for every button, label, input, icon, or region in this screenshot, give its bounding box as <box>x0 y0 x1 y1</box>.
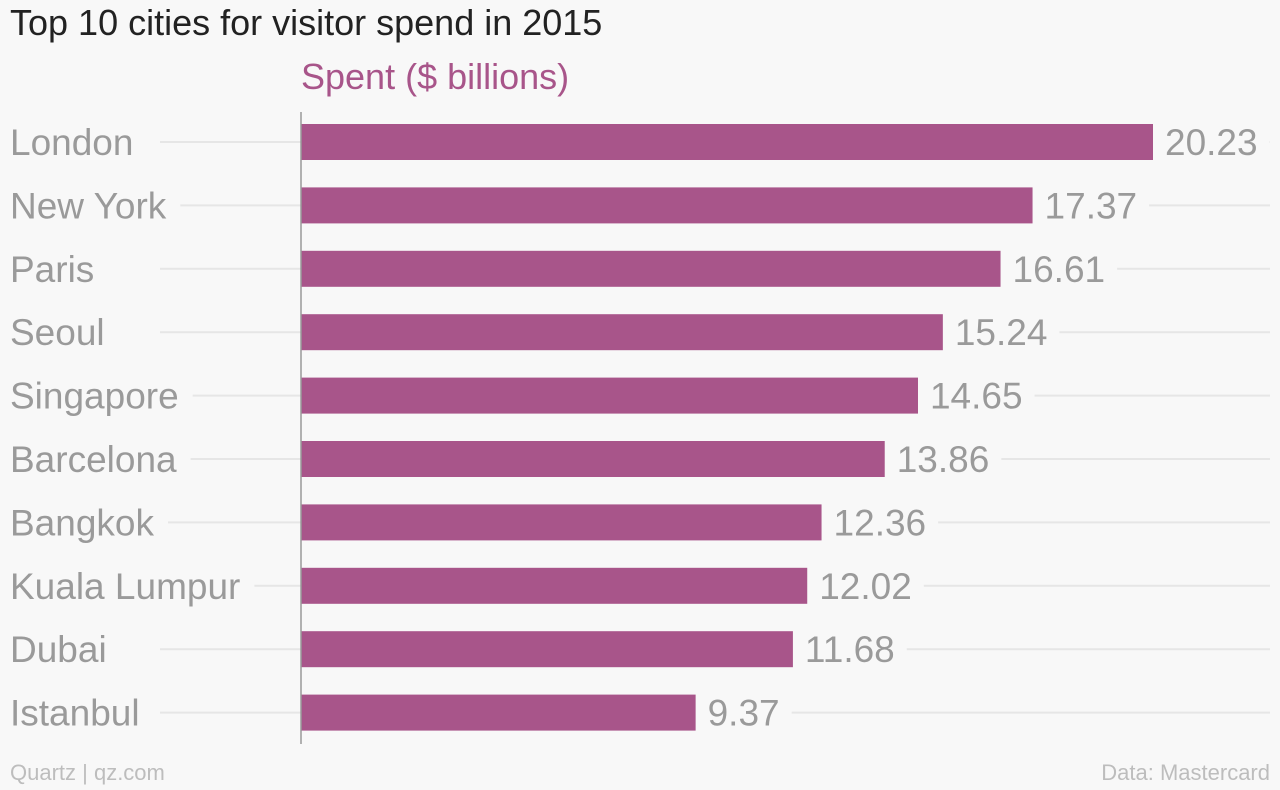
category-label: Istanbul <box>10 693 140 734</box>
bar <box>301 187 1033 224</box>
category-label: Barcelona <box>10 439 177 480</box>
bar <box>301 314 943 351</box>
category-label: Seoul <box>10 312 105 353</box>
bar <box>301 250 1001 287</box>
value-label: 16.61 <box>1013 249 1106 290</box>
value-label: 13.86 <box>897 439 990 480</box>
data-source: Data: Mastercard <box>1101 760 1270 785</box>
bar <box>301 124 1153 160</box>
bar <box>301 567 808 604</box>
bar <box>301 694 696 731</box>
value-label: 15.24 <box>955 312 1048 353</box>
value-label: 11.68 <box>805 629 895 670</box>
category-label: Dubai <box>10 629 107 670</box>
category-label: Singapore <box>10 376 179 417</box>
category-label: New York <box>10 185 167 226</box>
value-label: 20.23 <box>1165 122 1258 163</box>
value-label: 12.36 <box>834 502 927 543</box>
category-label: London <box>10 122 133 163</box>
source-credit: Quartz | qz.com <box>10 760 165 785</box>
series-label: Spent ($ billions) <box>301 56 570 97</box>
category-label: Paris <box>10 249 94 290</box>
value-label: 17.37 <box>1045 185 1138 226</box>
value-label: 12.02 <box>819 566 912 607</box>
bar <box>301 504 822 541</box>
bar <box>301 377 918 414</box>
bar <box>301 631 793 668</box>
category-label: Kuala Lumpur <box>10 566 240 607</box>
value-label: 14.65 <box>930 376 1023 417</box>
value-label: 9.37 <box>708 693 780 734</box>
category-label: Bangkok <box>10 502 154 543</box>
chart-title: Top 10 cities for visitor spend in 2015 <box>10 2 603 43</box>
bar <box>301 441 885 477</box>
